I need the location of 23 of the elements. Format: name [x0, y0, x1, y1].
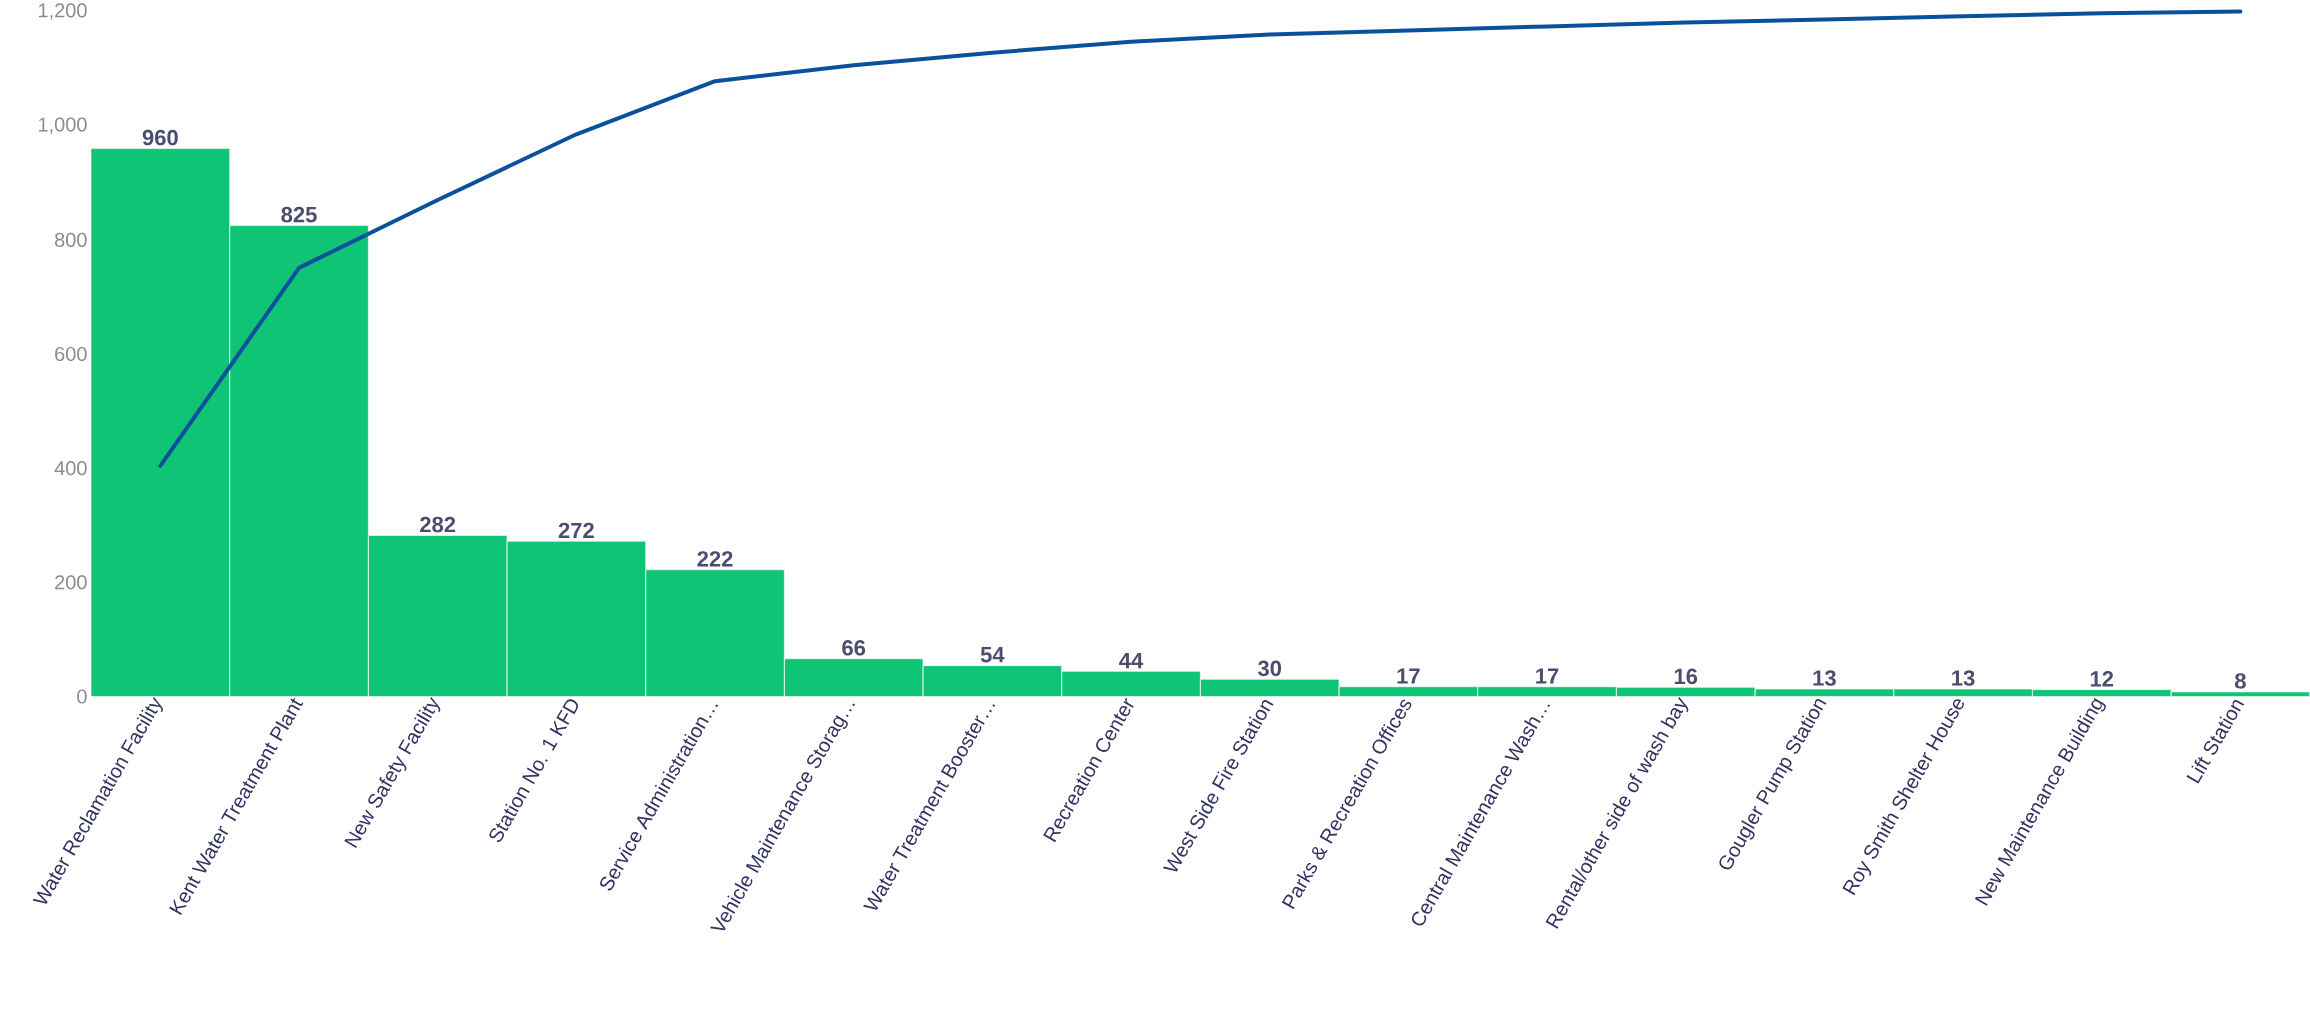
y-tick-label: 400	[54, 460, 87, 476]
y-tick-label: 0	[77, 689, 87, 704]
data-label: 960	[142, 129, 178, 146]
data-label: 54	[980, 646, 1005, 663]
data-label: 44	[1119, 652, 1144, 668]
data-label: 13	[1952, 670, 1975, 686]
data-label: 272	[558, 522, 594, 538]
data-label: 282	[420, 516, 456, 533]
data-label: 30	[1257, 660, 1282, 676]
data-label: 66	[842, 639, 866, 656]
data-label: 13	[1813, 670, 1836, 686]
y-tick-label: 600	[55, 346, 87, 361]
y-tick-label: 800	[54, 232, 87, 247]
data-label: 17	[1536, 668, 1559, 684]
data-label: 222	[697, 551, 733, 567]
data-label: 8	[2234, 672, 2246, 689]
data-label: 16	[1674, 668, 1698, 684]
data-label: 12	[2090, 670, 2114, 687]
data-label: 17	[1397, 668, 1420, 684]
y-tick-label: 200	[55, 575, 87, 590]
y-tick-label: 1,200	[38, 3, 87, 20]
data-label: 825	[281, 206, 317, 223]
y-tick-label: 1,000	[38, 117, 87, 134]
